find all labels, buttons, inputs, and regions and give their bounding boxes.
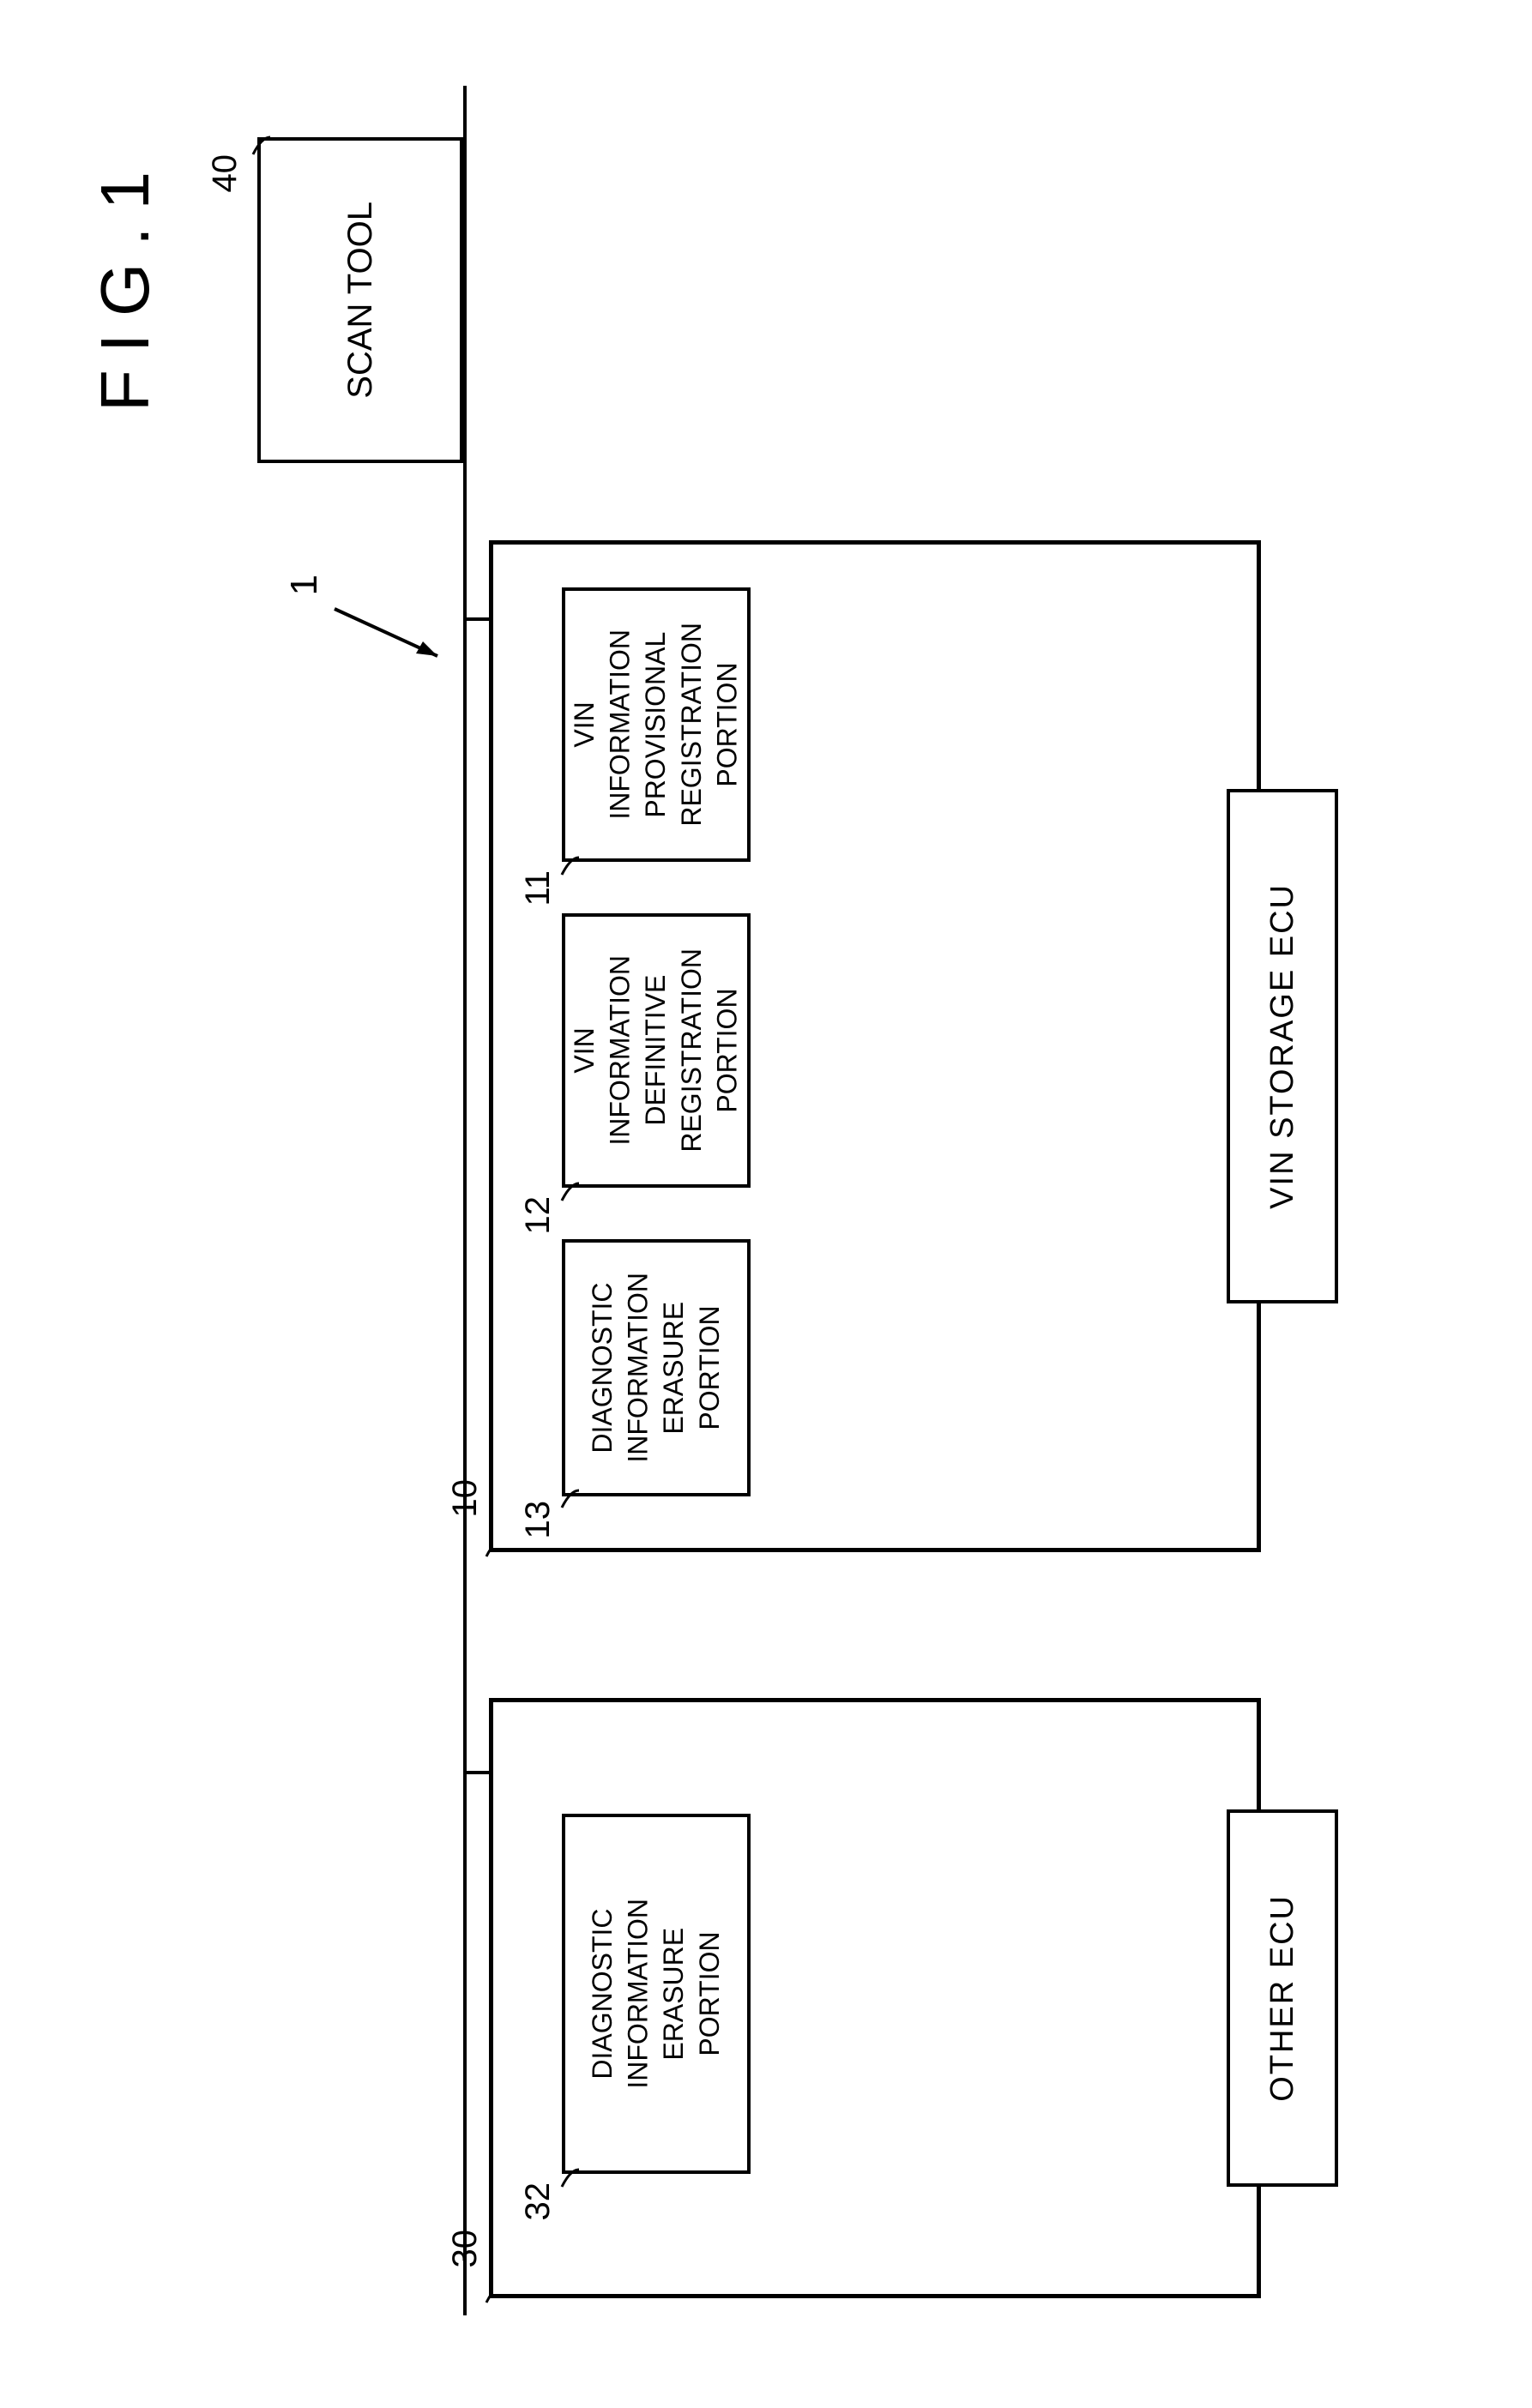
portion-box-32: DIAGNOSTIC INFORMATION ERASURE PORTION (562, 1814, 751, 2174)
portion-text: VIN INFORMATION PROVISIONAL REGISTRATION… (567, 623, 745, 827)
scan-tool-label: SCAN TOOL (341, 202, 380, 399)
portion-11-ref: 11 (519, 870, 558, 906)
ref-tick-icon (558, 2165, 583, 2191)
ref-tick-icon (558, 1486, 583, 1512)
ecu2-ref: 30 (446, 2230, 485, 2268)
ref-tick-icon (558, 853, 583, 879)
other-ecu-label-box: OTHER ECU (1227, 1809, 1338, 2187)
portion-32-ref: 32 (519, 2182, 558, 2221)
vin-storage-ecu-label-box: VIN STORAGE ECU (1227, 789, 1338, 1303)
portion-box-13: DIAGNOSTIC INFORMATION ERASURE PORTION (562, 1239, 751, 1496)
ecu-label-text: VIN STORAGE ECU (1264, 883, 1301, 1209)
ecu1-ref: 10 (446, 1479, 485, 1518)
connector-line (463, 479, 467, 544)
main-ref-label: 1 (283, 575, 326, 595)
scan-tool-ref: 40 (206, 154, 244, 193)
diagram-container: 1 40 SCAN TOOL 10 VIN INFORMATION PROVIS… (240, 86, 1441, 2315)
portion-box-11: VIN INFORMATION PROVISIONAL REGISTRATION… (562, 587, 751, 862)
portion-13-ref: 13 (519, 1501, 558, 1539)
other-ecu-box: DIAGNOSTIC INFORMATION ERASURE PORTION 3… (489, 1698, 1261, 2298)
portion-text: VIN INFORMATION DEFINITIVE REGISTRATION … (567, 948, 745, 1153)
portion-text: DIAGNOSTIC INFORMATION ERASURE PORTION (585, 1273, 727, 1463)
arrow-icon (326, 600, 463, 669)
portion-12-ref: 12 (519, 1196, 558, 1235)
bus-line (463, 86, 467, 2315)
ref-tick-icon (558, 1179, 583, 1205)
ecu-label-text: OTHER ECU (1264, 1894, 1301, 2102)
vin-storage-ecu-box: VIN INFORMATION PROVISIONAL REGISTRATION… (489, 540, 1261, 1552)
portion-box-12: VIN INFORMATION DEFINITIVE REGISTRATION … (562, 913, 751, 1188)
scan-tool-box: SCAN TOOL (257, 137, 463, 463)
figure-title: FIG.1 (86, 154, 165, 412)
portion-text: DIAGNOSTIC INFORMATION ERASURE PORTION (585, 1899, 727, 2089)
